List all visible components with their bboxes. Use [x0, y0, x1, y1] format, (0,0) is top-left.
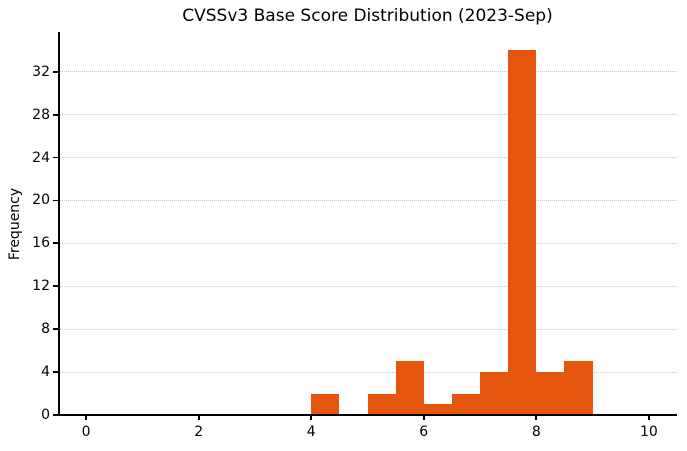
gridline	[58, 242, 677, 244]
plot-area: 0 4 8 12 16 20 24 28 32 0 2 4 6 8 10	[32, 32, 677, 440]
histogram-bar	[395, 361, 424, 415]
x-tick-mark	[535, 415, 538, 420]
y-tick-label: 24	[32, 149, 50, 166]
histogram-bar	[423, 404, 452, 415]
y-tick-label: 8	[41, 321, 50, 338]
x-tick-label: 10	[639, 424, 658, 440]
y-tick-mark	[53, 199, 58, 202]
x-tick-mark	[197, 415, 200, 420]
x-tick-mark	[422, 415, 425, 420]
chart-title: CVSSv3 Base Score Distribution (2023-Sep…	[182, 6, 553, 26]
y-tick-label: 28	[32, 106, 50, 123]
gridline	[58, 71, 677, 73]
histogram-bar	[508, 50, 537, 415]
y-axis-label-container: Frequency	[0, 32, 30, 415]
histogram-bar	[367, 393, 396, 415]
x-tick-label: 4	[306, 424, 316, 440]
x-tick-mark	[310, 415, 313, 420]
x-tick-label: 2	[194, 424, 204, 440]
gridline	[58, 157, 677, 159]
y-tick-mark	[53, 285, 58, 288]
y-tick-mark	[53, 328, 58, 331]
y-tick-mark	[53, 414, 58, 416]
gridline	[58, 114, 677, 116]
x-tick-label: 6	[419, 424, 429, 440]
x-tick-label: 8	[531, 424, 541, 440]
y-tick-mark	[53, 156, 58, 159]
gridline	[58, 199, 677, 201]
y-tick-label: 20	[32, 192, 50, 209]
y-tick-mark	[53, 371, 58, 373]
y-tick-label: 16	[32, 235, 50, 252]
gridline	[58, 371, 677, 373]
y-tick-mark	[53, 70, 58, 73]
gridline	[58, 328, 677, 330]
y-tick-mark	[53, 113, 58, 116]
x-tick-mark	[85, 415, 88, 420]
x-tick-mark	[647, 415, 650, 420]
x-axis-spine	[58, 414, 677, 416]
y-tick-label: 4	[41, 364, 50, 381]
histogram-bar	[480, 372, 509, 415]
gridline	[58, 285, 677, 287]
histogram-bar	[451, 393, 481, 415]
y-tick-label: 12	[32, 278, 50, 295]
y-axis-spine	[58, 32, 60, 415]
y-tick-label: 0	[41, 407, 50, 423]
x-tick-label: 0	[81, 424, 91, 440]
histogram-bar	[564, 361, 593, 415]
histogram-bar	[536, 372, 565, 415]
y-tick-label: 32	[32, 63, 50, 80]
histogram-bar	[311, 393, 340, 415]
y-tick-mark	[53, 242, 58, 245]
